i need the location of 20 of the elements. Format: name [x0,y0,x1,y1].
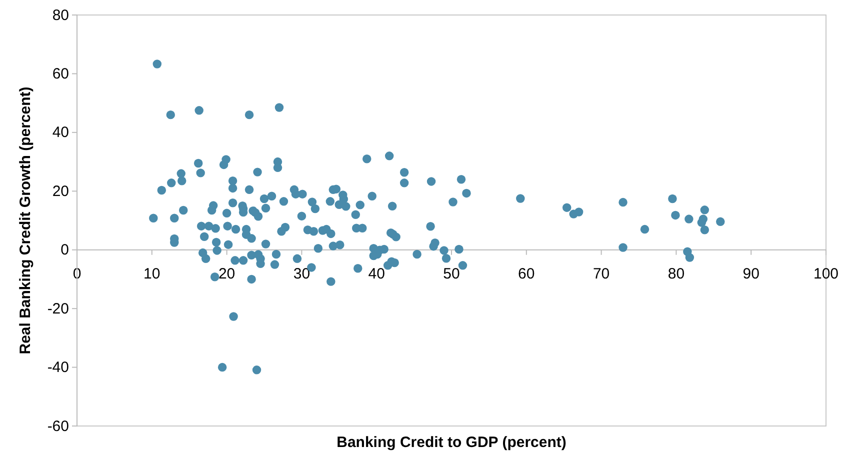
x-tick-label: 30 [293,266,310,283]
y-tick-label: 60 [52,66,69,83]
x-axis-title: Banking Credit to GDP (percent) [336,434,566,451]
x-tick-label: 100 [813,266,839,283]
x-tick-label: 10 [144,266,160,283]
y-tick-label: 0 [60,242,69,259]
x-tick-label: 40 [368,266,385,283]
x-tick-label: 60 [518,266,535,283]
x-tick-label: 20 [218,266,236,283]
x-tick-label: 90 [742,266,760,283]
y-tick-label: -40 [47,359,69,376]
y-tick-label: 20 [52,182,69,200]
x-tick-label: 70 [592,266,610,283]
y-tick-label: -60 [47,418,69,435]
y-tick-label: 80 [52,6,69,24]
y-tick-label: -20 [47,300,69,318]
x-tick-label: 80 [668,266,685,283]
x-tick-label: 50 [443,266,460,283]
y-axis-title: Real Banking Credit Growth (percent) [17,86,34,354]
y-tick-label: 40 [52,124,69,142]
